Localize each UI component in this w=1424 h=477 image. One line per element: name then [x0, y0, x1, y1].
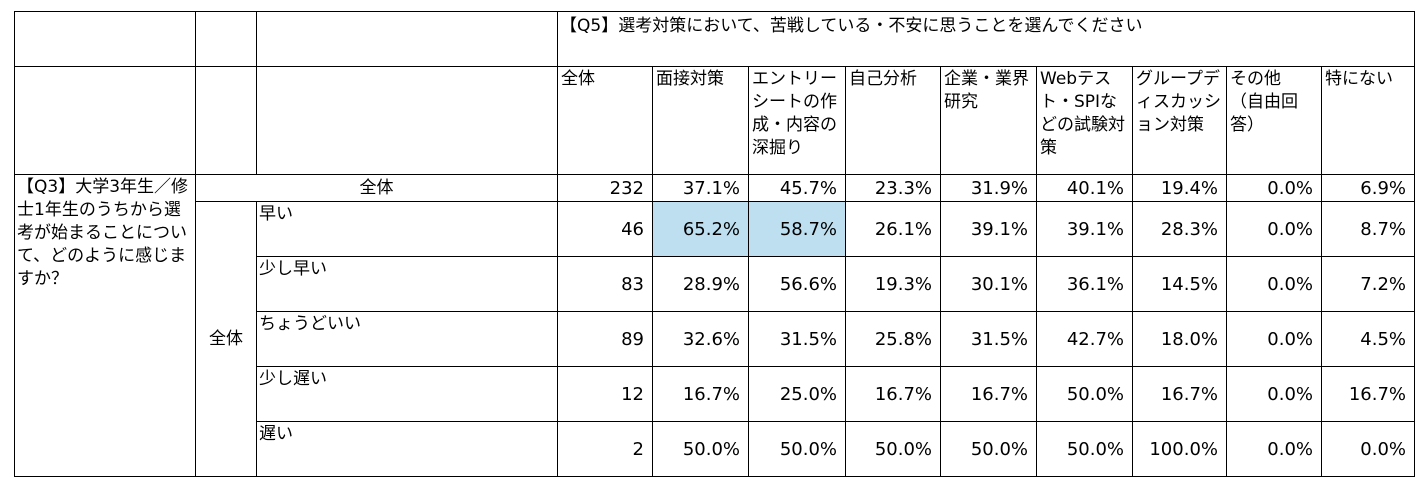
table-cell: 14.5% — [1132, 256, 1227, 312]
table-cell: 50.0% — [1036, 421, 1133, 477]
table-cell: 16.7% — [652, 366, 749, 422]
q5-question-header: 【Q5】選考対策において、苦戦している・不安に思うことを選んでください — [557, 11, 1415, 67]
total-value: 31.9% — [940, 174, 1037, 202]
table-cell: 83 — [557, 256, 653, 312]
table-cell: 46 — [557, 201, 653, 257]
table-row: 遅い 2 50.0% 50.0% 50.0% 50.0% 50.0% 100.0… — [15, 421, 1415, 477]
table-cell: 50.0% — [652, 421, 749, 477]
blank-cell — [14, 66, 196, 175]
table-cell: 42.7% — [1036, 311, 1133, 367]
row-label: 遅い — [256, 421, 558, 477]
table-cell: 25.0% — [748, 366, 846, 422]
total-row: 【Q3】大学3年生／修士1年生のうちから選考が始まることについて、どのように感じ… — [14, 174, 1415, 477]
table-cell: 31.5% — [748, 311, 846, 367]
table-cell: 0.0% — [1321, 421, 1415, 477]
table-cell: 16.7% — [845, 366, 941, 422]
table-cell: 8.7% — [1321, 201, 1415, 257]
total-value: 45.7% — [748, 174, 846, 202]
table-cell: 50.0% — [845, 421, 941, 477]
row-label: ちょうどいい — [256, 311, 558, 367]
table-cell: 28.9% — [652, 256, 749, 312]
table-cell: 31.5% — [940, 311, 1037, 367]
table-cell: 19.3% — [845, 256, 941, 312]
table-cell: 0.0% — [1226, 366, 1322, 422]
total-value: 19.4% — [1132, 174, 1227, 202]
table-cell: 26.1% — [845, 201, 941, 257]
total-value: 37.1% — [652, 174, 749, 202]
column-header: 全体 — [557, 66, 653, 175]
table-cell: 12 — [557, 366, 653, 422]
table-cell: 39.1% — [1036, 201, 1133, 257]
table-cell-highlighted: 58.7% — [748, 201, 846, 257]
table-cell: 28.3% — [1132, 201, 1227, 257]
table-cell: 4.5% — [1321, 311, 1415, 367]
crosstab-table: 【Q5】選考対策において、苦戦している・不安に思うことを選んでください 全体 面… — [14, 11, 1415, 477]
q3-question-label: 【Q3】大学3年生／修士1年生のうちから選考が始まることについて、どのように感じ… — [14, 174, 196, 477]
blank-cell — [256, 11, 558, 67]
table-cell: 30.1% — [940, 256, 1037, 312]
table-cell: 18.0% — [1132, 311, 1227, 367]
total-value: 232 — [557, 174, 653, 202]
table-cell: 0.0% — [1226, 311, 1322, 367]
column-header: Webテスト・SPIなどの試験対策 — [1036, 66, 1133, 175]
column-header: その他 （自由回答） — [1226, 66, 1322, 175]
table-cell: 0.0% — [1226, 421, 1322, 477]
table-cell: 89 — [557, 311, 653, 367]
table-cell: 16.7% — [940, 366, 1037, 422]
table-cell: 50.0% — [1036, 366, 1133, 422]
table-cell: 50.0% — [940, 421, 1037, 477]
table-row: ちょうどいい 89 32.6% 31.5% 25.8% 31.5% 42.7% … — [15, 311, 1415, 367]
column-header-row: 全体 面接対策 エントリーシートの作成・内容の深掘り 自己分析 企業・業界研究 … — [14, 66, 1415, 175]
table-cell: 100.0% — [1132, 421, 1227, 477]
header-question-row: 【Q5】選考対策において、苦戦している・不安に思うことを選んでください — [14, 11, 1415, 67]
blank-cell — [14, 11, 196, 67]
table-cell: 0.0% — [1226, 256, 1322, 312]
blank-cell — [256, 66, 558, 175]
total-value: 0.0% — [1226, 174, 1322, 202]
table-cell: 0.0% — [1226, 201, 1322, 257]
column-header: 特にない — [1321, 66, 1415, 175]
total-row-label: 全体 — [195, 174, 558, 202]
column-header: 面接対策 — [652, 66, 749, 175]
table-cell: 32.6% — [652, 311, 749, 367]
table-row: 少し遅い 12 16.7% 25.0% 16.7% 16.7% 50.0% 16… — [15, 366, 1415, 422]
blank-cell — [195, 11, 257, 67]
table-cell: 2 — [557, 421, 653, 477]
row-label: 早い — [256, 201, 558, 257]
table-row: 全体 早い 46 65.2% 58.7% 26.1% 39.1% 39.1% 2… — [15, 201, 1415, 477]
table-cell: 16.7% — [1132, 366, 1227, 422]
table-cell: 7.2% — [1321, 256, 1415, 312]
column-header: 企業・業界研究 — [940, 66, 1037, 175]
crosstab-container: 【Q5】選考対策において、苦戦している・不安に思うことを選んでください 全体 面… — [14, 11, 1415, 477]
blank-cell — [195, 66, 257, 175]
table-cell: 56.6% — [748, 256, 846, 312]
table-cell: 39.1% — [940, 201, 1037, 257]
row-label: 少し早い — [256, 256, 558, 312]
table-cell: 50.0% — [748, 421, 846, 477]
table-cell-highlighted: 65.2% — [652, 201, 749, 257]
table-cell: 36.1% — [1036, 256, 1133, 312]
table-cell: 16.7% — [1321, 366, 1415, 422]
column-header: エントリーシートの作成・内容の深掘り — [748, 66, 846, 175]
total-value: 23.3% — [845, 174, 941, 202]
total-value: 40.1% — [1036, 174, 1133, 202]
table-row: 少し早い 83 28.9% 56.6% 19.3% 30.1% 36.1% 14… — [15, 256, 1415, 312]
column-header: 自己分析 — [845, 66, 941, 175]
row-label: 少し遅い — [256, 366, 558, 422]
column-header: グループディスカッション対策 — [1132, 66, 1227, 175]
table-cell: 25.8% — [845, 311, 941, 367]
total-value: 6.9% — [1321, 174, 1415, 202]
group-label: 全体 — [195, 201, 257, 477]
